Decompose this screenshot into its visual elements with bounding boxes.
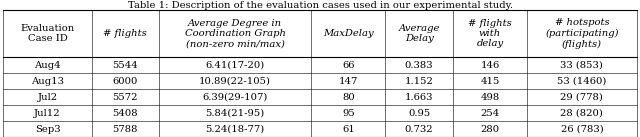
Text: 29 (778): 29 (778): [561, 92, 604, 102]
Text: 95: 95: [342, 109, 355, 118]
Text: 5.84(21-95): 5.84(21-95): [205, 109, 265, 118]
Text: 0.95: 0.95: [408, 109, 430, 118]
Text: 1.152: 1.152: [404, 76, 433, 85]
Text: 61: 61: [342, 125, 355, 133]
Text: Sep3: Sep3: [35, 125, 60, 133]
Text: 66: 66: [342, 61, 355, 69]
Text: Evaluation
Case ID: Evaluation Case ID: [20, 24, 75, 43]
Text: 10.89(22-105): 10.89(22-105): [199, 76, 271, 85]
Text: Table 1: Description of the evaluation cases used in our experimental study.: Table 1: Description of the evaluation c…: [127, 1, 513, 9]
Text: # flights: # flights: [104, 29, 147, 38]
Text: 254: 254: [480, 109, 500, 118]
Text: # hotspots
(participating)
(flights): # hotspots (participating) (flights): [545, 18, 619, 48]
Text: 415: 415: [480, 76, 500, 85]
Text: 53 (1460): 53 (1460): [557, 76, 607, 85]
Text: 146: 146: [480, 61, 500, 69]
Text: 28 (820): 28 (820): [561, 109, 604, 118]
Text: 6.39(29-107): 6.39(29-107): [202, 92, 268, 102]
Text: Aug13: Aug13: [31, 76, 64, 85]
Text: # flights
with
delay: # flights with delay: [468, 19, 512, 48]
Text: 0.383: 0.383: [404, 61, 433, 69]
Text: Jul2: Jul2: [37, 92, 58, 102]
Text: 498: 498: [480, 92, 500, 102]
Text: 80: 80: [342, 92, 355, 102]
Text: 5544: 5544: [113, 61, 138, 69]
Text: 5408: 5408: [113, 109, 138, 118]
Text: 5.24(18-77): 5.24(18-77): [205, 125, 265, 133]
Text: 147: 147: [339, 76, 358, 85]
Text: Average
Delay: Average Delay: [399, 24, 440, 43]
Text: 5788: 5788: [113, 125, 138, 133]
Text: 6000: 6000: [113, 76, 138, 85]
Text: Aug4: Aug4: [34, 61, 61, 69]
Text: 280: 280: [481, 125, 499, 133]
Text: 33 (853): 33 (853): [561, 61, 604, 69]
Text: Average Degree in
Coordination Graph
(non-zero min/max): Average Degree in Coordination Graph (no…: [184, 19, 285, 48]
Text: Jul12: Jul12: [34, 109, 61, 118]
Text: 0.732: 0.732: [404, 125, 433, 133]
Text: MaxDelay: MaxDelay: [323, 29, 374, 38]
Text: 5572: 5572: [113, 92, 138, 102]
Text: 6.41(17-20): 6.41(17-20): [205, 61, 265, 69]
Text: 1.663: 1.663: [405, 92, 433, 102]
Text: 26 (783): 26 (783): [561, 125, 604, 133]
